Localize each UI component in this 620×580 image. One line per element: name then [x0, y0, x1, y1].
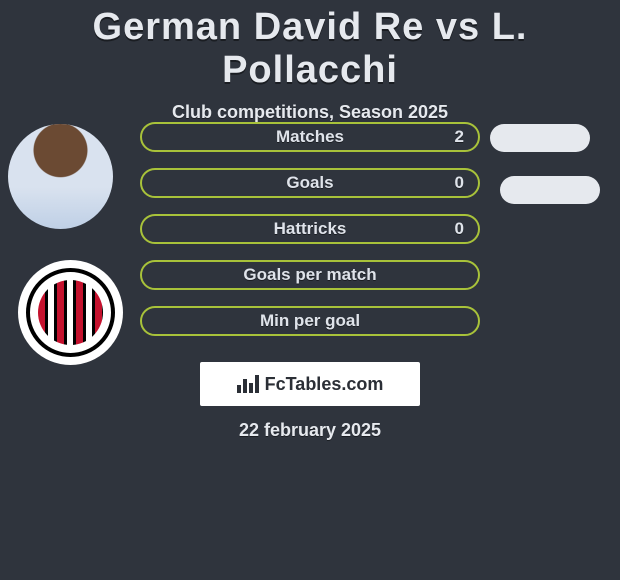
page-title: German David Re vs L. Pollacchi: [0, 0, 620, 92]
side-pill: [490, 124, 590, 152]
stats-bars: Matches 2 Goals 0 Hattricks 0 Goals per …: [140, 122, 480, 352]
stat-label: Goals per match: [243, 265, 376, 285]
date-text: 22 february 2025: [0, 420, 620, 441]
stat-bar-matches: Matches 2: [140, 122, 480, 152]
stat-bar-hattricks: Hattricks 0: [140, 214, 480, 244]
subtitle: Club competitions, Season 2025: [0, 102, 620, 123]
stat-value: 0: [455, 219, 464, 239]
crest-stripes: [38, 280, 103, 345]
stat-bar-min-per-goal: Min per goal: [140, 306, 480, 336]
player-avatar: [8, 124, 113, 229]
attribution-text: FcTables.com: [265, 374, 384, 395]
bars-chart-icon: [237, 375, 259, 393]
club-crest: [18, 260, 123, 365]
attribution-box: FcTables.com: [200, 362, 420, 406]
side-pill: [500, 176, 600, 204]
stat-value: 0: [455, 173, 464, 193]
player-photo-placeholder: [8, 124, 113, 229]
stat-label: Goals: [286, 173, 333, 193]
stat-label: Matches: [276, 127, 344, 147]
stat-bar-goals-per-match: Goals per match: [140, 260, 480, 290]
stat-label: Min per goal: [260, 311, 360, 331]
stat-bar-goals: Goals 0: [140, 168, 480, 198]
stat-value: 2: [455, 127, 464, 147]
stat-label: Hattricks: [274, 219, 347, 239]
